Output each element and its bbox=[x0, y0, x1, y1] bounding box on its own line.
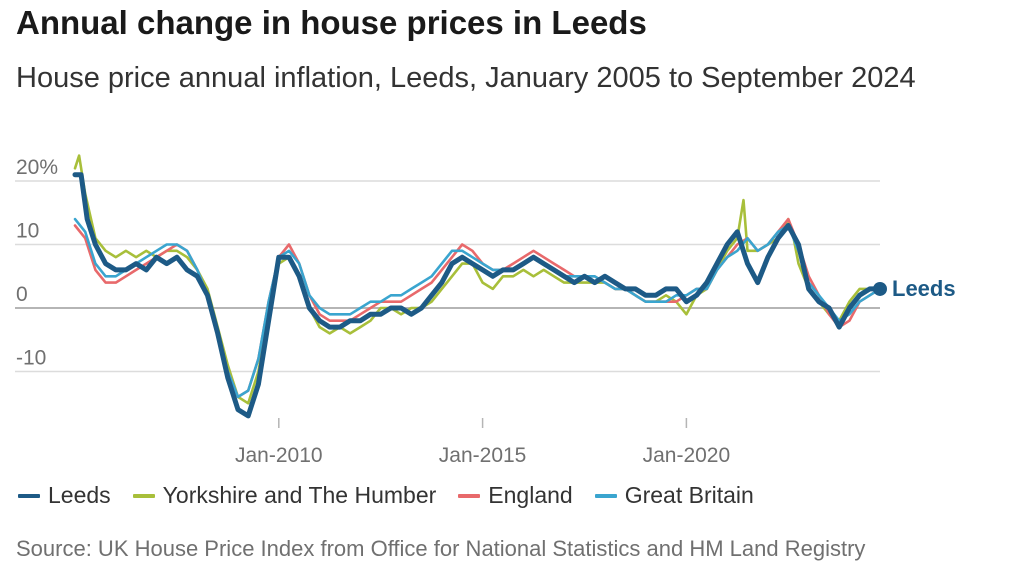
legend-item: Leeds bbox=[18, 482, 111, 509]
legend-label: Yorkshire and The Humber bbox=[162, 482, 437, 508]
legend-swatch bbox=[594, 493, 617, 498]
line-chart: 20% 10 0 -10 Jan-2010 Jan-2015 Jan-2020 Leeds bbox=[15, 154, 956, 467]
chart-title: Annual change in house prices in Leeds bbox=[16, 4, 647, 41]
legend-swatch bbox=[132, 493, 155, 498]
legend-item: Yorkshire and The Humber bbox=[132, 482, 437, 509]
y-tick-label: 10 bbox=[16, 220, 39, 243]
x-tick-label: Jan-2015 bbox=[439, 444, 527, 467]
y-tick-label: -10 bbox=[16, 347, 46, 370]
legend-label: Leeds bbox=[48, 482, 111, 508]
x-tick-label: Jan-2010 bbox=[235, 444, 323, 467]
series-lines bbox=[72, 154, 883, 419]
leeds-end-dot bbox=[873, 281, 887, 296]
chart-subtitle: House price annual inflation, Leeds, Jan… bbox=[16, 62, 916, 94]
legend-item: Great Britain bbox=[594, 482, 754, 509]
series-line-leeds bbox=[72, 172, 883, 419]
leeds-end-label: Leeds bbox=[892, 276, 956, 301]
series-line-yorkshire-and-the-humber bbox=[73, 154, 882, 405]
axis-ticks: 20% 10 0 -10 Jan-2010 Jan-2015 Jan-2020 bbox=[16, 156, 730, 467]
legend-swatch bbox=[18, 493, 40, 498]
x-tick-label: Jan-2020 bbox=[643, 444, 731, 467]
source-note: Source: UK House Price Index from Office… bbox=[16, 536, 866, 561]
legend: Leeds Yorkshire and The Humber England Grea… bbox=[18, 482, 776, 509]
y-tick-label: 20% bbox=[16, 156, 58, 179]
y-tick-label: 0 bbox=[16, 283, 28, 306]
legend-item: England bbox=[458, 482, 573, 509]
legend-label: Great Britain bbox=[624, 482, 754, 508]
legend-label: England bbox=[488, 482, 573, 508]
end-marker: Leeds bbox=[873, 276, 956, 301]
legend-swatch bbox=[458, 493, 481, 498]
